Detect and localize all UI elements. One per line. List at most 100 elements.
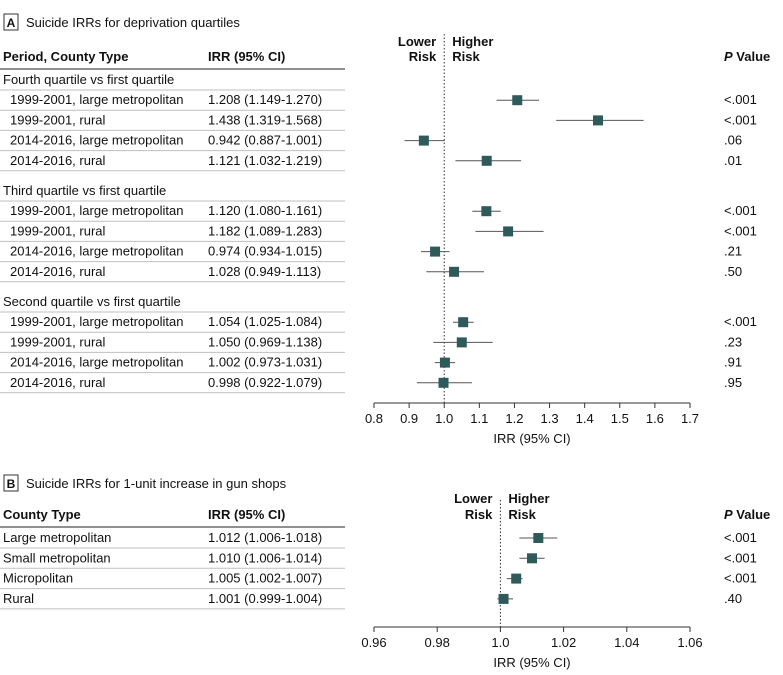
lower-risk-label: Risk bbox=[465, 507, 493, 522]
row-irr-ci: 1.002 (0.973-1.031) bbox=[208, 355, 322, 370]
column-header-pvalue: P Value bbox=[724, 507, 770, 522]
row-label: Small metropolitan bbox=[3, 550, 111, 565]
x-tick-label: 1.02 bbox=[551, 635, 576, 650]
row-p-value: <.001 bbox=[724, 530, 757, 545]
x-tick-label: 0.8 bbox=[365, 411, 383, 426]
panel-title: Suicide IRRs for deprivation quartiles bbox=[26, 15, 240, 30]
row-irr-ci: 1.010 (1.006-1.014) bbox=[208, 550, 322, 565]
irr-marker bbox=[458, 317, 469, 328]
column-header-estimate: IRR (95% CI) bbox=[208, 507, 285, 522]
irr-marker bbox=[456, 337, 467, 348]
row-label: 1999-2001, large metropolitan bbox=[10, 314, 183, 329]
x-axis-label: IRR (95% CI) bbox=[493, 655, 570, 670]
x-tick-label: 1.3 bbox=[541, 411, 559, 426]
higher-risk-label: Risk bbox=[508, 507, 536, 522]
row-p-value: <.001 bbox=[724, 223, 757, 238]
row-p-value: <.001 bbox=[724, 203, 757, 218]
x-tick-label: 1.6 bbox=[646, 411, 664, 426]
row-label: Rural bbox=[3, 591, 34, 606]
irr-marker bbox=[593, 115, 604, 126]
higher-risk-label: Risk bbox=[452, 49, 480, 64]
row-label: Micropolitan bbox=[3, 571, 73, 586]
row-p-value: .06 bbox=[724, 133, 742, 148]
group-label: Fourth quartile vs first quartile bbox=[3, 72, 174, 87]
lower-risk-label: Lower bbox=[398, 34, 436, 49]
irr-marker bbox=[533, 533, 544, 543]
row-irr-ci: 1.208 (1.149-1.270) bbox=[208, 92, 322, 107]
irr-marker bbox=[498, 593, 509, 604]
row-irr-ci: 0.942 (0.887-1.001) bbox=[208, 133, 322, 148]
panel-title: Suicide IRRs for 1-unit increase in gun … bbox=[26, 476, 287, 491]
row-irr-ci: 1.001 (0.999-1.004) bbox=[208, 591, 322, 606]
column-header-estimate: IRR (95% CI) bbox=[208, 49, 285, 64]
panel-letter: A bbox=[7, 16, 16, 30]
row-label: 2014-2016, rural bbox=[10, 375, 106, 390]
irr-marker bbox=[438, 377, 449, 388]
row-label: 2014-2016, large metropolitan bbox=[10, 355, 183, 370]
x-tick-label: 1.2 bbox=[505, 411, 523, 426]
group-label: Third quartile vs first quartile bbox=[3, 183, 166, 198]
row-irr-ci: 1.438 (1.319-1.568) bbox=[208, 112, 322, 127]
row-irr-ci: 1.121 (1.032-1.219) bbox=[208, 153, 322, 168]
x-tick-label: 0.9 bbox=[400, 411, 418, 426]
group-label: Second quartile vs first quartile bbox=[3, 294, 181, 309]
x-tick-label: 1.4 bbox=[576, 411, 594, 426]
panel-letter-box bbox=[3, 13, 19, 31]
row-p-value: <.001 bbox=[724, 112, 757, 127]
row-label: 2014-2016, large metropolitan bbox=[10, 244, 183, 259]
row-irr-ci: 1.005 (1.002-1.007) bbox=[208, 571, 322, 586]
panel-b: B Suicide IRRs for 1-unit increase in gun… bbox=[0, 474, 770, 670]
row-label: 1999-2001, rural bbox=[10, 334, 106, 349]
irr-marker bbox=[418, 135, 429, 146]
row-p-value: .91 bbox=[724, 355, 742, 370]
irr-marker bbox=[449, 266, 460, 277]
panel-a: A Suicide IRRs for deprivation quartiles L… bbox=[0, 13, 770, 446]
irr-marker bbox=[430, 246, 441, 257]
panel-letter: B bbox=[7, 477, 16, 491]
x-tick-label: 0.98 bbox=[425, 635, 450, 650]
x-tick-label: 1.1 bbox=[470, 411, 488, 426]
irr-marker bbox=[481, 155, 492, 166]
row-p-value: <.001 bbox=[724, 550, 757, 565]
lower-risk-label: Risk bbox=[409, 49, 437, 64]
row-p-value: .50 bbox=[724, 264, 742, 279]
row-label: 2014-2016, large metropolitan bbox=[10, 133, 183, 148]
row-irr-ci: 1.050 (0.969-1.138) bbox=[208, 334, 322, 349]
row-label: 1999-2001, rural bbox=[10, 112, 106, 127]
irr-marker bbox=[439, 357, 450, 368]
higher-risk-label: Higher bbox=[452, 34, 493, 49]
row-p-value: <.001 bbox=[724, 314, 757, 329]
row-irr-ci: 1.012 (1.006-1.018) bbox=[208, 530, 322, 545]
irr-marker bbox=[527, 553, 537, 564]
x-tick-label: 1.06 bbox=[677, 635, 702, 650]
x-tick-label: 1.5 bbox=[611, 411, 629, 426]
lower-risk-label: Lower bbox=[454, 491, 492, 506]
row-irr-ci: 0.974 (0.934-1.015) bbox=[208, 244, 322, 259]
column-header-label: Period, County Type bbox=[3, 49, 128, 64]
row-p-value: <.001 bbox=[724, 92, 757, 107]
row-irr-ci: 1.182 (1.089-1.283) bbox=[208, 223, 322, 238]
x-axis-label: IRR (95% CI) bbox=[493, 431, 570, 446]
row-label: 1999-2001, large metropolitan bbox=[10, 92, 183, 107]
row-p-value: .01 bbox=[724, 153, 742, 168]
row-irr-ci: 1.120 (1.080-1.161) bbox=[208, 203, 322, 218]
row-irr-ci: 1.028 (0.949-1.113) bbox=[208, 264, 321, 279]
row-label: 1999-2001, rural bbox=[10, 223, 106, 238]
irr-marker bbox=[511, 573, 522, 584]
panel-letter-box bbox=[3, 474, 19, 492]
row-p-value: .23 bbox=[724, 334, 742, 349]
row-irr-ci: 0.998 (0.922-1.079) bbox=[208, 375, 322, 390]
irr-marker bbox=[512, 95, 523, 106]
row-p-value: .21 bbox=[724, 244, 742, 259]
row-label: 1999-2001, large metropolitan bbox=[10, 203, 183, 218]
irr-marker bbox=[481, 206, 492, 217]
x-tick-label: 1.04 bbox=[614, 635, 639, 650]
row-p-value: <.001 bbox=[724, 571, 757, 586]
x-tick-label: 1.0 bbox=[435, 411, 453, 426]
x-tick-label: 1.7 bbox=[681, 411, 699, 426]
row-label: 2014-2016, rural bbox=[10, 264, 106, 279]
row-p-value: .40 bbox=[724, 591, 742, 606]
higher-risk-label: Higher bbox=[508, 491, 549, 506]
irr-marker bbox=[503, 226, 514, 237]
